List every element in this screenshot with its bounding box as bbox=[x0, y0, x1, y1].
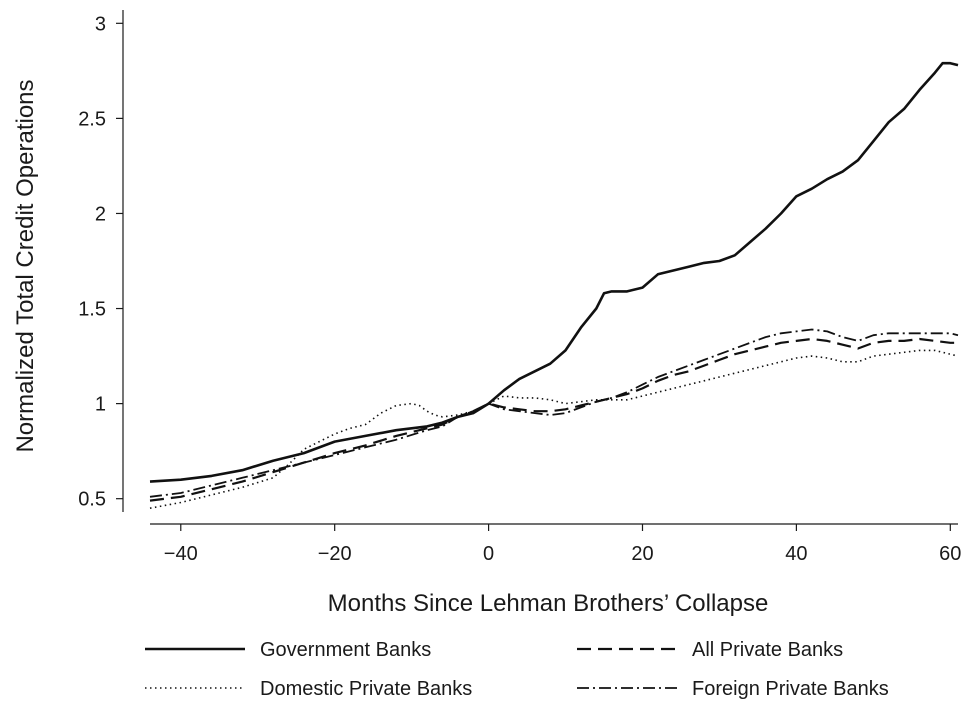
series-line-domestic-private-banks bbox=[149, 349, 959, 509]
series-line-government-banks bbox=[149, 61, 959, 483]
y-tick-label: 2 bbox=[95, 203, 106, 225]
x-tick-label: 20 bbox=[631, 543, 653, 565]
y-tick-label: 0.5 bbox=[78, 489, 106, 511]
x-tick-label: 40 bbox=[785, 543, 807, 565]
x-axis-ticks: −40 −20 0 20 40 60 bbox=[164, 524, 961, 565]
x-tick-label: 0 bbox=[483, 543, 494, 565]
x-tick-label: −20 bbox=[318, 543, 352, 565]
series-lines bbox=[149, 61, 959, 509]
legend-label: Domestic Private Banks bbox=[260, 678, 472, 700]
y-axis-ticks: 0.5 1 1.5 2 2.5 3 bbox=[78, 13, 123, 511]
x-tick-label: 60 bbox=[939, 543, 961, 565]
series-line-all-private-banks bbox=[149, 337, 958, 502]
y-tick-label: 2.5 bbox=[78, 108, 106, 130]
plot-area: 0.5 1 1.5 2 2.5 3 −40 −20 0 20 40 60 bbox=[78, 10, 961, 565]
series-line-foreign-private-banks bbox=[149, 328, 959, 498]
y-axis-title: Normalized Total Credit Operations bbox=[12, 79, 39, 452]
x-tick-label: −40 bbox=[164, 543, 198, 565]
legend-label: All Private Banks bbox=[692, 639, 843, 661]
y-tick-label: 1 bbox=[95, 394, 106, 416]
x-axis-title: Months Since Lehman Brothers’ Collapse bbox=[328, 590, 769, 617]
y-tick-label: 1.5 bbox=[78, 299, 106, 321]
legend-label: Foreign Private Banks bbox=[692, 678, 889, 700]
legend-label: Government Banks bbox=[260, 639, 431, 661]
legend: Government Banks All Private Banks Domesti… bbox=[145, 639, 889, 700]
y-tick-label: 3 bbox=[95, 13, 106, 35]
